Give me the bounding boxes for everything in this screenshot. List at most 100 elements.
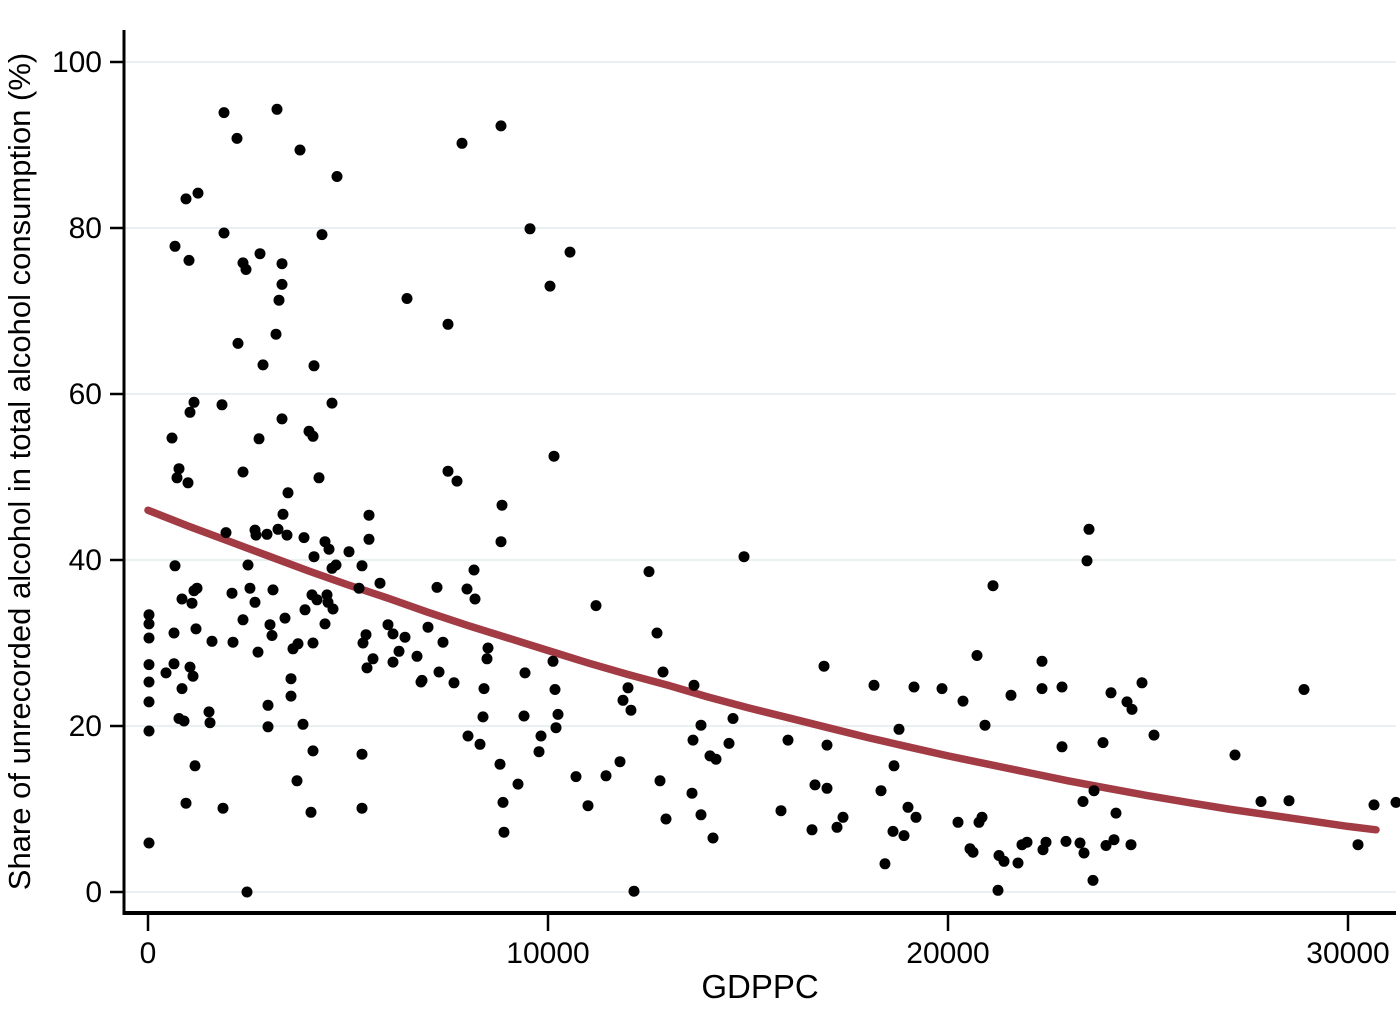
data-point (326, 562, 338, 574)
data-point (837, 811, 849, 823)
data-point (1077, 796, 1089, 807)
data-point (279, 612, 291, 624)
data-point (143, 632, 155, 644)
data-point (357, 637, 369, 649)
data-point (1036, 683, 1048, 695)
data-point (1056, 681, 1068, 693)
data-point (411, 650, 423, 662)
data-point (316, 229, 328, 241)
data-point (356, 560, 368, 572)
data-point (433, 666, 445, 678)
data-point (875, 785, 887, 797)
data-point (590, 600, 602, 612)
data-point (143, 659, 155, 671)
data-point (628, 885, 640, 897)
x-tick-label: 10000 (506, 937, 589, 970)
data-point (143, 725, 155, 737)
y-tick-label: 40 (69, 544, 102, 577)
data-point (887, 825, 899, 837)
data-point (262, 699, 274, 711)
data-point (1083, 523, 1095, 535)
data-point (270, 328, 282, 340)
data-point (910, 811, 922, 823)
data-point (191, 582, 203, 594)
data-point (442, 318, 454, 330)
data-point (898, 830, 910, 842)
data-point (203, 706, 215, 718)
data-point (448, 677, 460, 689)
data-point (495, 536, 507, 548)
data-point (361, 662, 373, 674)
data-point (695, 809, 707, 821)
data-point (1012, 857, 1024, 869)
data-point (220, 527, 232, 539)
data-point (469, 593, 481, 605)
data-point (143, 837, 155, 849)
data-point (1088, 785, 1100, 797)
data-point (186, 597, 198, 609)
data-point (363, 533, 375, 545)
data-point (307, 637, 319, 649)
data-point (285, 673, 297, 685)
data-point (367, 653, 379, 665)
data-point (544, 280, 556, 292)
data-point (651, 627, 663, 639)
data-point (360, 629, 372, 641)
data-point (374, 577, 386, 589)
data-point (180, 797, 192, 809)
data-point (518, 710, 530, 722)
data-point (495, 120, 507, 132)
data-point (356, 802, 368, 814)
data-point (168, 627, 180, 639)
data-point (1229, 749, 1241, 761)
data-point (1060, 835, 1072, 847)
data-point (888, 760, 900, 772)
data-point (1352, 839, 1364, 851)
data-point (622, 682, 634, 694)
data-point (294, 144, 306, 156)
data-point (261, 528, 273, 540)
data-point (688, 679, 700, 691)
data-point (1021, 836, 1033, 848)
data-point (217, 802, 229, 814)
data-point (695, 719, 707, 731)
data-point (821, 739, 833, 751)
data-point (727, 713, 739, 724)
data-point (393, 645, 405, 657)
data-point (262, 721, 274, 733)
data-point (496, 499, 508, 511)
data-point (313, 472, 325, 484)
data-point (967, 846, 979, 858)
data-point (416, 674, 428, 686)
data-point (1136, 677, 1148, 689)
data-point (707, 832, 719, 844)
data-point (387, 656, 399, 668)
data-point (1040, 836, 1052, 848)
data-point (1125, 839, 1137, 851)
y-tick-label: 80 (69, 212, 102, 245)
data-point (187, 670, 199, 682)
x-tick-label: 20000 (906, 937, 989, 970)
data-point (240, 264, 252, 275)
data-point (160, 667, 172, 679)
data-point (617, 694, 629, 706)
ticks-group (110, 60, 1350, 931)
data-point (241, 886, 253, 898)
data-point (547, 655, 559, 667)
data-point (292, 638, 304, 650)
data-point (1126, 703, 1138, 715)
data-point (237, 614, 249, 626)
data-point (171, 472, 183, 484)
data-point (143, 696, 155, 708)
data-point (998, 855, 1010, 867)
data-point (625, 704, 637, 716)
data-point (468, 564, 480, 576)
data-point (524, 223, 536, 235)
data-point (1390, 796, 1400, 808)
data-point (657, 666, 669, 678)
data-point (401, 293, 413, 304)
data-point (806, 824, 818, 836)
fit-line (144, 506, 1380, 834)
data-point (1298, 684, 1310, 695)
data-point (253, 433, 265, 445)
